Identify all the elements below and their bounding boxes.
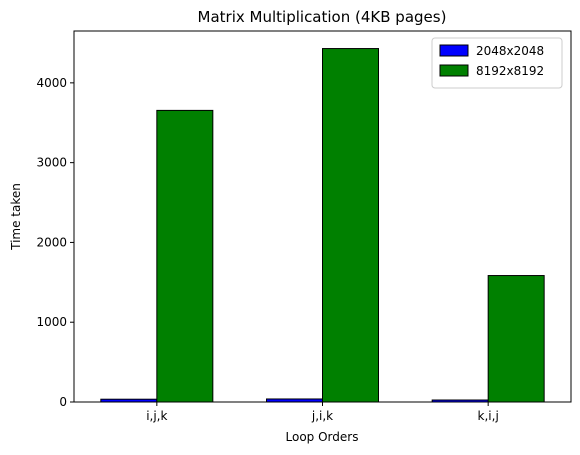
bar-8192x8192-ijk	[156, 109, 214, 403]
y-tick-label: 4000	[36, 76, 67, 90]
y-tick-label: 1000	[36, 315, 67, 329]
legend-swatch	[439, 64, 469, 77]
bar-2048x2048-ijk	[100, 398, 158, 403]
legend-label: 2048x2048	[476, 44, 544, 58]
y-tick-label: 0	[59, 395, 67, 409]
x-tick-label: k,i,j	[478, 409, 499, 423]
x-axis: i,j,k j,i,k k,i,j	[146, 402, 499, 423]
legend-swatch	[439, 44, 469, 57]
bar-2048x2048-kij	[431, 399, 489, 403]
x-axis-label: Loop Orders	[286, 430, 359, 444]
legend: 2048x2048 8192x8192	[431, 37, 563, 89]
y-tick-label: 3000	[36, 156, 67, 170]
x-tick-label: j,i,k	[311, 409, 333, 423]
bars-group	[100, 48, 545, 403]
chart-title: Matrix Multiplication (4KB pages)	[198, 8, 447, 26]
y-tick-label: 2000	[36, 235, 67, 249]
bar-8192x8192-jik	[322, 48, 379, 403]
y-axis-label: Time taken	[9, 183, 23, 251]
bar-2048x2048-jik	[266, 398, 323, 403]
x-tick-label: i,j,k	[146, 409, 167, 423]
legend-label: 8192x8192	[476, 64, 544, 78]
y-axis: 0 1000 2000 3000 4000	[36, 76, 74, 409]
bar-8192x8192-kij	[487, 275, 545, 403]
